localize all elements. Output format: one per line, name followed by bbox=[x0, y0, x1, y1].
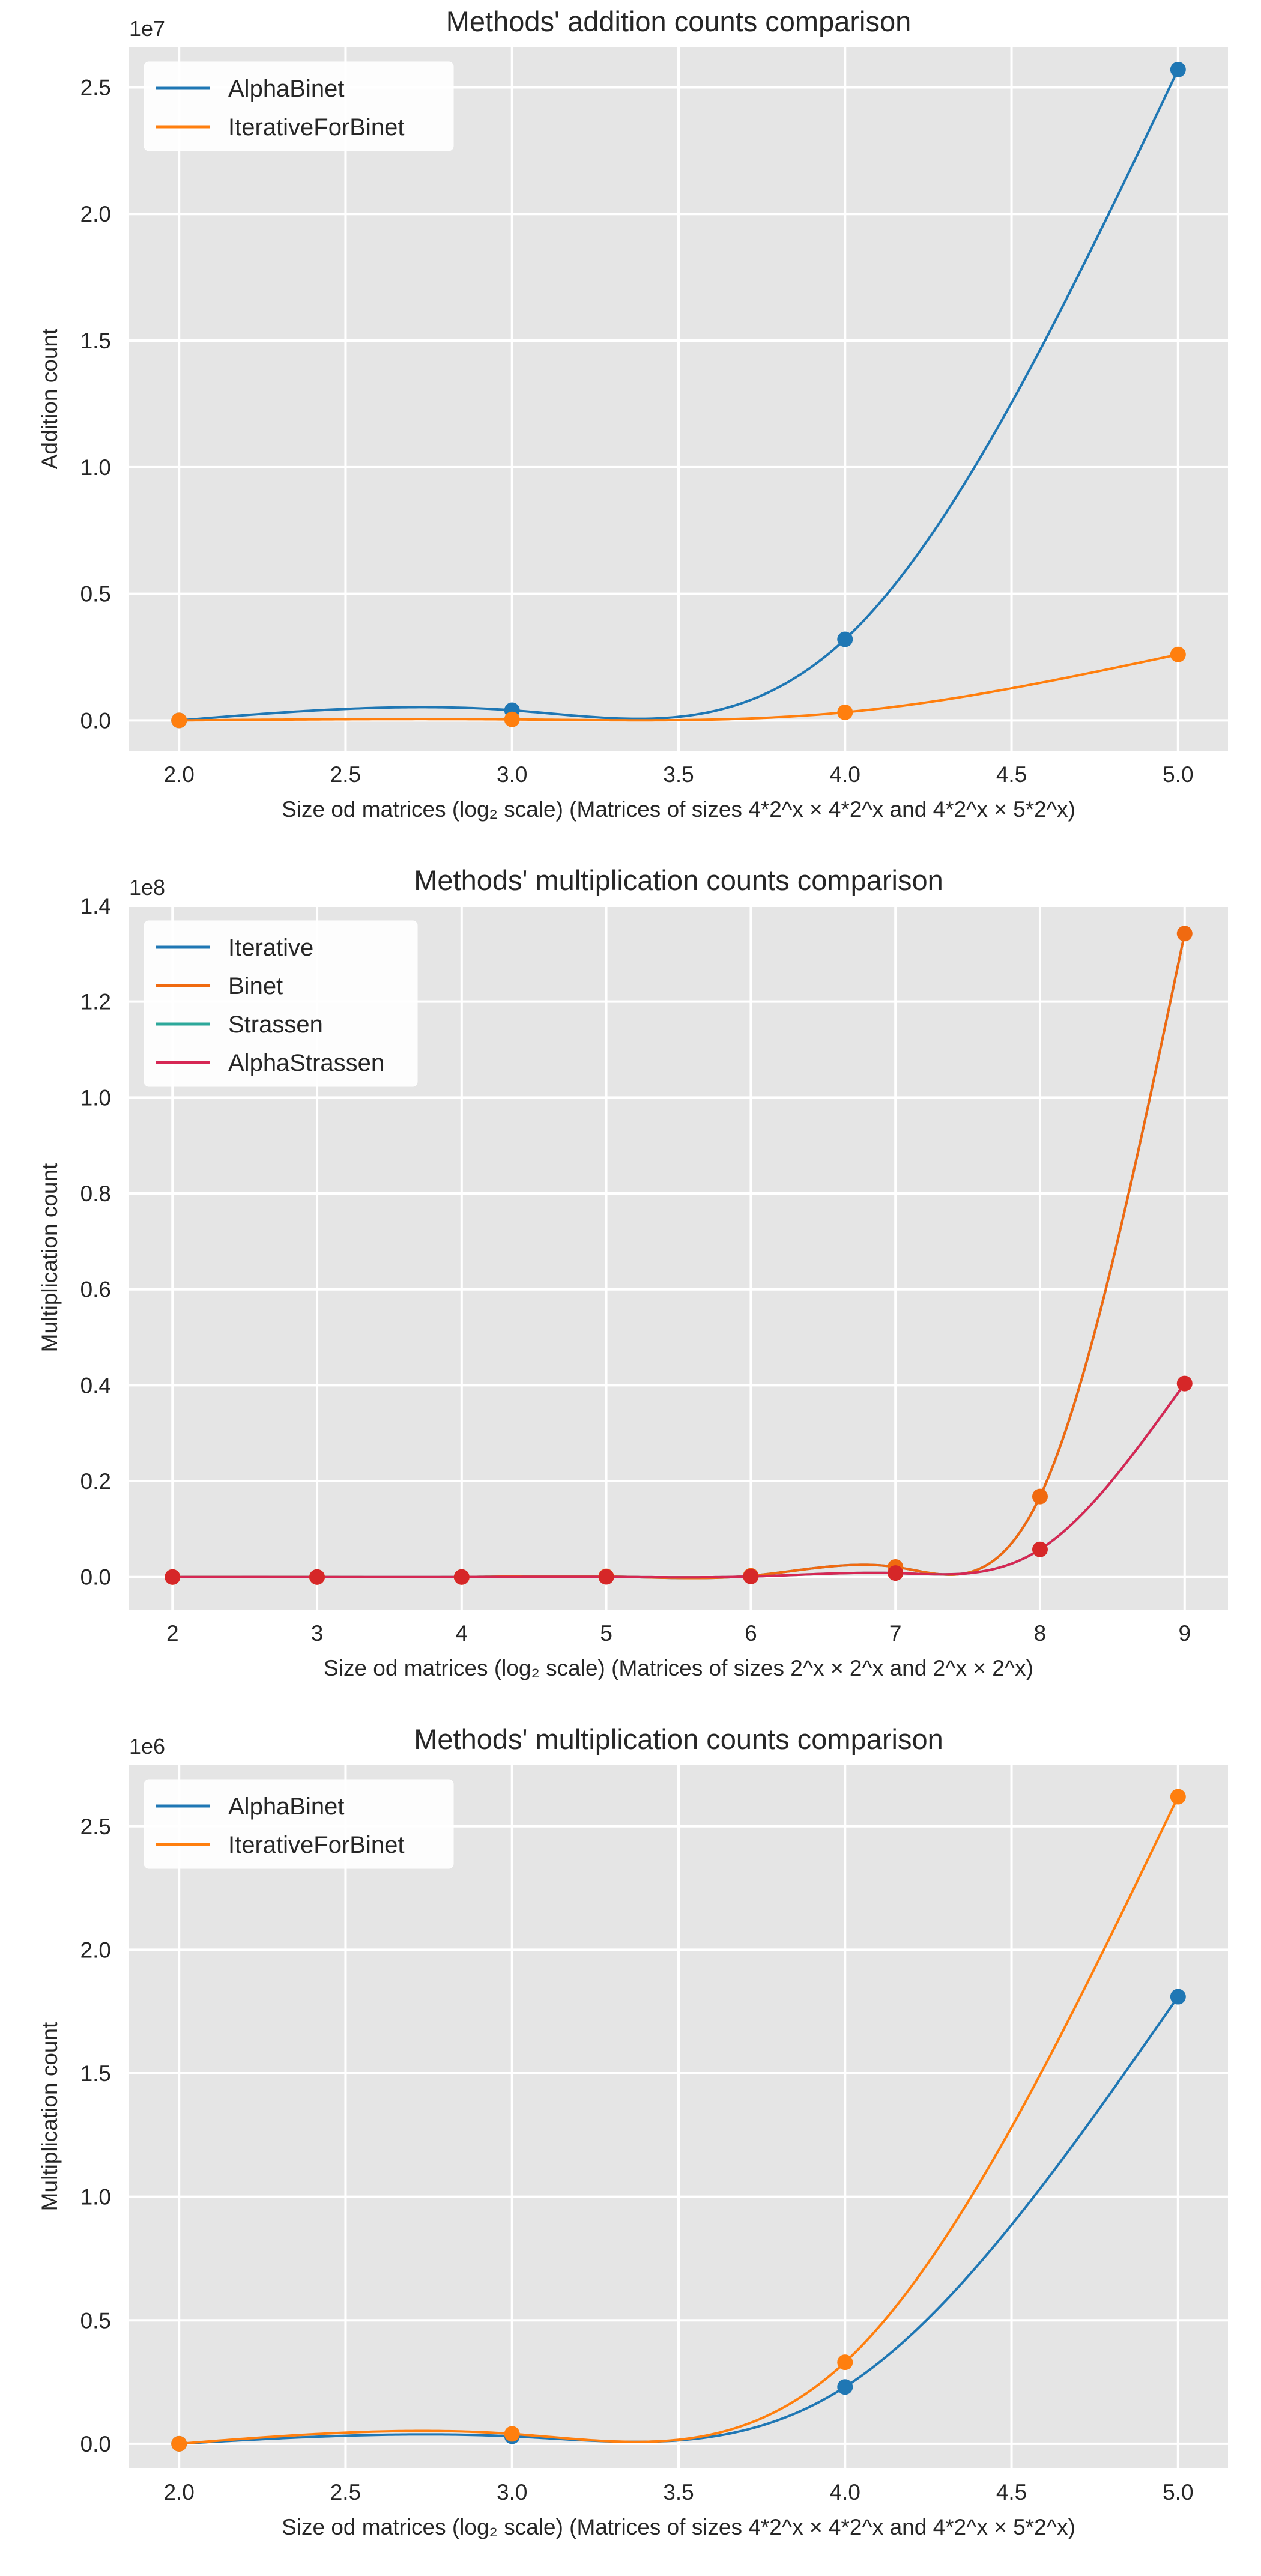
chart1-series-line-3 bbox=[172, 1383, 1186, 1579]
chart2-y-tick-label-0: 0.0 bbox=[80, 2432, 111, 2456]
chart1-legend-label-2: Strassen bbox=[228, 1011, 323, 1038]
chart2-series-1-point-3 bbox=[1170, 1789, 1186, 1805]
chart2-series-0-point-3 bbox=[1170, 1989, 1186, 2005]
chart1-x-axis-label: Size od matrices (log₂ scale) (Matrices … bbox=[324, 1656, 1033, 1680]
chart1-x-tick-label-2: 4 bbox=[456, 1621, 468, 1646]
chart2-x-tick-label-6: 5.0 bbox=[1163, 2480, 1193, 2505]
chart1-series-3-point-7 bbox=[1176, 1375, 1193, 1392]
chart2-y-tick-label-4: 2.0 bbox=[80, 1938, 111, 1962]
chart2-x-tick-label-4: 4.0 bbox=[830, 2480, 860, 2505]
chart2-x-tick-label-5: 4.5 bbox=[996, 2480, 1027, 2505]
chart1-y-tick-label-6: 1.2 bbox=[80, 990, 111, 1014]
chart1-x-tick-label-0: 2 bbox=[166, 1621, 179, 1646]
multiplication-counts-chart-square: 2 3 4 5 6 7 8 9 0.0 0.2 0.4 0.6 0.8 1.0 1.2 1.4 1e8 Metho… bbox=[37, 864, 1228, 1680]
chart2-series-1-point-2 bbox=[837, 2354, 853, 2371]
chart2-grid bbox=[129, 1765, 1228, 2468]
chart2-legend-label-0: AlphaBinet bbox=[228, 1793, 344, 1820]
chart1-y-tick-label-7: 1.4 bbox=[80, 894, 111, 918]
chart1-y-scale-label: 1e8 bbox=[129, 875, 165, 900]
chart0-x-tick-label-1: 2.5 bbox=[330, 762, 361, 787]
chart0-series-0-point-3 bbox=[1170, 61, 1186, 77]
chart1-y-axis-label: Multiplication count bbox=[37, 1163, 62, 1352]
chart1-series-3-point-0 bbox=[165, 1569, 181, 1585]
chart1-y-tick-label-2: 0.4 bbox=[80, 1373, 111, 1398]
chart2-y-tick-label-2: 1.0 bbox=[80, 2185, 111, 2210]
chart2-series-1-point-0 bbox=[171, 2435, 187, 2452]
chart2-y-tick-label-5: 2.5 bbox=[80, 1814, 111, 1839]
chart2-y-tick-label-1: 0.5 bbox=[80, 2308, 111, 2333]
chart2-y-axis-label: Multiplication count bbox=[37, 2022, 62, 2211]
chart2-y-tick-label-3: 1.5 bbox=[80, 2061, 111, 2086]
chart1-series-3-point-5 bbox=[888, 1565, 904, 1581]
chart2-x-tick-label-0: 2.0 bbox=[163, 2480, 194, 2505]
chart1-series-3-point-3 bbox=[598, 1569, 614, 1585]
chart0-y-tick-label-0: 0.0 bbox=[80, 708, 111, 733]
chart1-x-tick-label-5: 7 bbox=[889, 1621, 902, 1646]
chart0-x-tick-label-0: 2.0 bbox=[163, 762, 194, 787]
chart0-x-tick-label-2: 3.0 bbox=[497, 762, 527, 787]
chart0-series-1-point-2 bbox=[837, 704, 853, 720]
chart0-x-tick-label-6: 5.0 bbox=[1163, 762, 1193, 787]
chart1-x-tick-label-4: 6 bbox=[745, 1621, 757, 1646]
chart0-x-tick-label-3: 3.5 bbox=[663, 762, 694, 787]
chart0-legend-label-0: AlphaBinet bbox=[228, 76, 344, 102]
chart2-series-1-point-1 bbox=[504, 2426, 520, 2442]
chart1-legend-box bbox=[144, 920, 418, 1087]
chart0-series-1-point-1 bbox=[504, 711, 520, 727]
chart1-x-tick-label-3: 5 bbox=[600, 1621, 612, 1646]
chart0-y-tick-label-1: 0.5 bbox=[80, 582, 111, 607]
chart0-series-line-0 bbox=[179, 69, 1179, 722]
chart2-x-axis-label: Size od matrices (log₂ scale) (Matrices … bbox=[282, 2515, 1075, 2539]
chart0-series-0-point-2 bbox=[837, 631, 853, 647]
chart1-y-tick-label-5: 1.0 bbox=[80, 1085, 111, 1110]
chart0-y-axis-label: Addition count bbox=[37, 328, 62, 469]
chart1-series-3-point-1 bbox=[309, 1569, 325, 1585]
chart2-x-tick-label-3: 3.5 bbox=[663, 2480, 694, 2505]
chart1-legend-label-0: Iterative bbox=[228, 935, 313, 961]
chart0-x-tick-label-4: 4.0 bbox=[830, 762, 860, 787]
chart0-y-tick-label-5: 2.5 bbox=[80, 75, 111, 100]
chart1-x-tick-label-1: 3 bbox=[311, 1621, 324, 1646]
chart1-series-3-point-6 bbox=[1032, 1541, 1048, 1557]
chart2-legend: AlphaBinet IterativeForBinet bbox=[144, 1779, 454, 1869]
chart0-x-tick-label-5: 4.5 bbox=[996, 762, 1027, 787]
chart1-legend: Iterative Binet Strassen AlphaStrassen bbox=[144, 920, 418, 1087]
chart1-y-tick-label-4: 0.8 bbox=[80, 1181, 111, 1206]
chart0-y-tick-label-4: 2.0 bbox=[80, 202, 111, 226]
chart2-x-tick-label-1: 2.5 bbox=[330, 2480, 361, 2505]
chart0-y-scale-label: 1e7 bbox=[129, 16, 165, 41]
chart1-series-1-point-6 bbox=[1032, 1488, 1048, 1505]
chart1-x-tick-label-6: 8 bbox=[1034, 1621, 1047, 1646]
chart1-series-1-point-7 bbox=[1176, 926, 1193, 942]
multiplication-counts-chart-rect: 2.0 2.5 3.0 3.5 4.0 4.5 5.0 0.0 0.5 1.0 1.5 2.0 2.5 1… bbox=[37, 1723, 1228, 2539]
addition-counts-chart: 2.0 2.5 3.0 3.5 4.0 4.5 5.0 0.0 0.5 1.0 1.5 2.0 2.5 1… bbox=[37, 5, 1228, 822]
chart2-legend-label-1: IterativeForBinet bbox=[228, 1832, 404, 1858]
chart2-series-0-point-2 bbox=[837, 2379, 853, 2395]
chart1-x-tick-label-7: 9 bbox=[1178, 1621, 1191, 1646]
chart2-legend-box bbox=[144, 1779, 454, 1869]
chart1-series-3-point-2 bbox=[453, 1569, 470, 1585]
chart0-y-tick-label-2: 1.0 bbox=[80, 455, 111, 480]
chart0-series-1-point-3 bbox=[1170, 646, 1186, 662]
chart1-y-tick-label-1: 0.2 bbox=[80, 1469, 111, 1494]
chart1-y-tick-label-0: 0.0 bbox=[80, 1565, 111, 1590]
chart2-series-line-1 bbox=[179, 1796, 1179, 2445]
chart2-y-scale-label: 1e6 bbox=[129, 1734, 165, 1759]
chart0-legend: AlphaBinet IterativeForBinet bbox=[144, 61, 454, 151]
chart1-series-3-point-4 bbox=[743, 1568, 759, 1584]
chart0-x-axis-label: Size od matrices (log₂ scale) (Matrices … bbox=[282, 797, 1075, 822]
chart2-title: Methods' multiplication counts compariso… bbox=[414, 1723, 943, 1755]
chart0-series-1-point-0 bbox=[171, 712, 187, 729]
chart0-legend-box bbox=[144, 61, 454, 151]
chart1-title: Methods' multiplication counts compariso… bbox=[414, 864, 943, 896]
chart1-legend-label-1: Binet bbox=[228, 973, 283, 999]
chart1-legend-label-3: AlphaStrassen bbox=[228, 1050, 384, 1076]
chart0-series-line-1 bbox=[179, 653, 1179, 722]
chart0-title: Methods' addition counts comparison bbox=[446, 5, 911, 37]
chart1-y-tick-label-3: 0.6 bbox=[80, 1277, 111, 1302]
chart0-y-tick-label-3: 1.5 bbox=[80, 329, 111, 353]
chart0-legend-label-1: IterativeForBinet bbox=[228, 114, 404, 141]
chart2-x-tick-label-2: 3.0 bbox=[497, 2480, 527, 2505]
